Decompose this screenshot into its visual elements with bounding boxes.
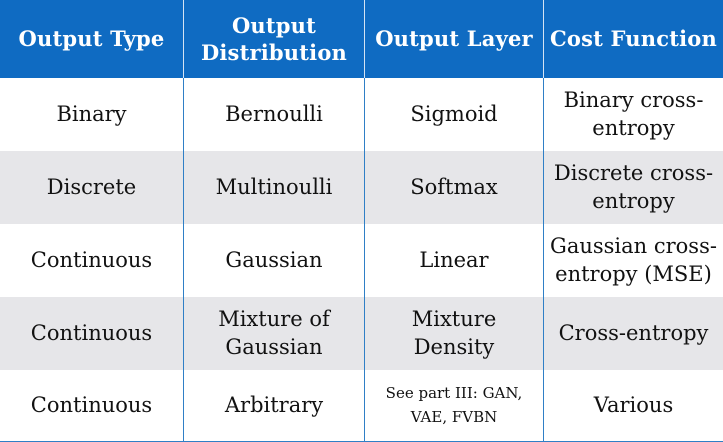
cell-cost-function: Binary cross-entropy <box>543 78 723 151</box>
cell-output-distribution: Multinoulli <box>183 151 364 224</box>
cell-output-distribution: Mixture of Gaussian <box>183 297 364 370</box>
header-output-distribution: Output Distribution <box>183 0 364 78</box>
cell-cost-function: Various <box>543 370 723 441</box>
header-cost-function: Cost Function <box>543 0 723 78</box>
cell-output-type: Discrete <box>46 174 137 199</box>
table-row: Continuous Gaussian Linear Gaussian cros… <box>0 224 723 297</box>
cell-output-type: Continuous <box>30 320 153 345</box>
table-row: Discrete Multinoulli Softmax Discrete cr… <box>0 151 723 224</box>
cell-output-distribution: Arbitrary <box>183 370 364 441</box>
cell-output-type: Binary <box>56 101 127 126</box>
cell-cost-function: Discrete cross-entropy <box>543 151 723 224</box>
cell-cost-function: Cross-entropy <box>543 297 723 370</box>
cell-output-layer: Softmax <box>364 151 543 224</box>
cell-output-type: Continuous <box>30 392 153 417</box>
cell-output-type: Continuous <box>30 247 153 272</box>
header-output-type: Output Type <box>18 26 165 52</box>
cell-output-layer: Mixture Density <box>364 297 543 370</box>
cell-output-distribution: Gaussian <box>183 224 364 297</box>
table-row: Continuous Arbitrary See part III: GAN, … <box>0 370 723 442</box>
cell-cost-function: Gaussian cross-entropy (MSE) <box>543 224 723 297</box>
table-row: Binary Bernoulli Sigmoid Binary cross-en… <box>0 78 723 151</box>
cell-output-layer: See part III: GAN, VAE, FVBN <box>364 370 543 441</box>
header-output-layer: Output Layer <box>364 0 543 78</box>
cell-output-layer: Linear <box>364 224 543 297</box>
cell-output-layer: Sigmoid <box>364 78 543 151</box>
table-header-row: Output Type Output Distribution Output L… <box>0 0 723 78</box>
cell-output-distribution: Bernoulli <box>183 78 364 151</box>
table-row: Continuous Mixture of Gaussian Mixture D… <box>0 297 723 370</box>
